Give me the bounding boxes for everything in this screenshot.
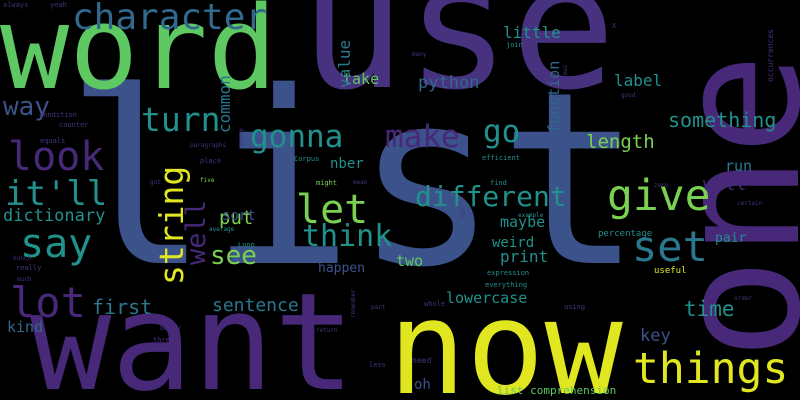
word-corpus: Corpus [294,155,320,163]
word-length: length [586,131,655,153]
word-three: three [153,336,175,344]
word-go: go [483,114,521,150]
word-got: got [150,179,161,186]
word-five: five [200,177,215,184]
word-return: return [316,327,338,334]
word-common: common [215,75,234,133]
word-things: things [633,344,789,394]
word-efficient: efficient [482,154,520,162]
word-now: now [388,272,623,400]
word-order: order [734,295,753,302]
word-part: part [371,304,386,311]
word-think: think [302,219,393,254]
word-equals: equals [40,137,66,145]
word-list-comprehension: list comprehension [497,384,617,397]
word-maybe: maybe [500,213,546,231]
word-unique: unique [377,40,384,62]
word-good: good [621,92,636,99]
word-something: something [668,108,777,132]
word-pair: pair [715,231,747,246]
word-two: two [396,252,424,270]
word-find: find [490,179,507,187]
word-say: say [20,221,93,267]
word-expression: expression [487,269,530,277]
word-various: various [562,64,569,90]
word-brown: brown [716,280,738,288]
word-will: will [703,174,747,195]
word-less: less [369,361,386,369]
word-condition: condition [39,111,77,119]
word-put: put [219,207,254,229]
word-for: for [460,207,467,218]
word-character: character [72,0,268,38]
word-average: average [209,226,235,233]
word-list: list [65,40,643,320]
word-use: use [300,0,617,129]
word-give: give [607,171,711,221]
word-whole: whole [424,300,446,308]
word-value: value [335,39,354,88]
word-weird: weird [492,235,535,251]
word-lowercase: lowercase [446,289,528,307]
word-paragraphs: paragraphs [190,142,227,149]
word-x: X [612,22,617,30]
word-oh: oh [414,377,431,393]
word-using: using [564,303,586,311]
word-little: little [503,23,561,42]
word-occurrences: occurrences [766,29,775,82]
word-different: different [415,180,567,213]
word-better: better [160,325,182,332]
word-let: let [296,187,369,233]
word-label: label [614,71,663,90]
word-python: python [418,73,480,93]
word-want: want [30,264,356,400]
word-much: much [17,276,32,283]
word-function: function [545,60,563,133]
word-remember: remember [350,289,357,318]
word-time: time [684,297,735,321]
word-gonna: gonna [250,119,344,155]
word-always: always [3,1,29,9]
word-kind: kind [7,318,44,336]
word-every: every [238,127,245,146]
word-bunch: bunch [13,255,32,262]
word-example: example [518,212,544,219]
word-nber: nber [330,156,364,172]
word-dictionary: dictionary [3,206,106,226]
word-yeah: yeah [50,1,67,9]
word-run: run [725,157,753,175]
word-really: really [16,264,42,272]
word-many: many [412,51,427,58]
word-useful: useful [654,266,687,276]
word-sort: sort [222,208,256,224]
word-see: see [210,241,257,271]
word-certain: certain [737,200,763,207]
word-happen: happen [318,261,365,276]
word-take: take [343,70,380,88]
word-set: set [632,222,708,271]
word-it-ll: it'll [5,174,108,214]
word-loop: Loop [238,241,255,249]
word-print: print [500,247,549,266]
word-mean: mean [353,179,368,186]
word-sentence: sentence [212,295,299,316]
word-need: need [412,356,432,365]
word-lot: lot [10,278,86,327]
word-join: join [506,41,523,49]
word-might: might [316,179,338,187]
word-well: well [181,199,212,265]
word-look: look [8,134,105,180]
word-key: key [640,326,671,346]
word-first: first [92,295,153,319]
word-make: make [385,119,460,155]
word-everything: everything [485,281,528,289]
word-place: place [200,157,222,165]
word-percentage: percentage [598,229,653,239]
word-word: word [0,0,277,116]
word-way: way [3,92,50,122]
word-zero: zero [654,182,669,189]
word-turn: turn [141,100,221,139]
word-counter: counter [59,121,89,129]
